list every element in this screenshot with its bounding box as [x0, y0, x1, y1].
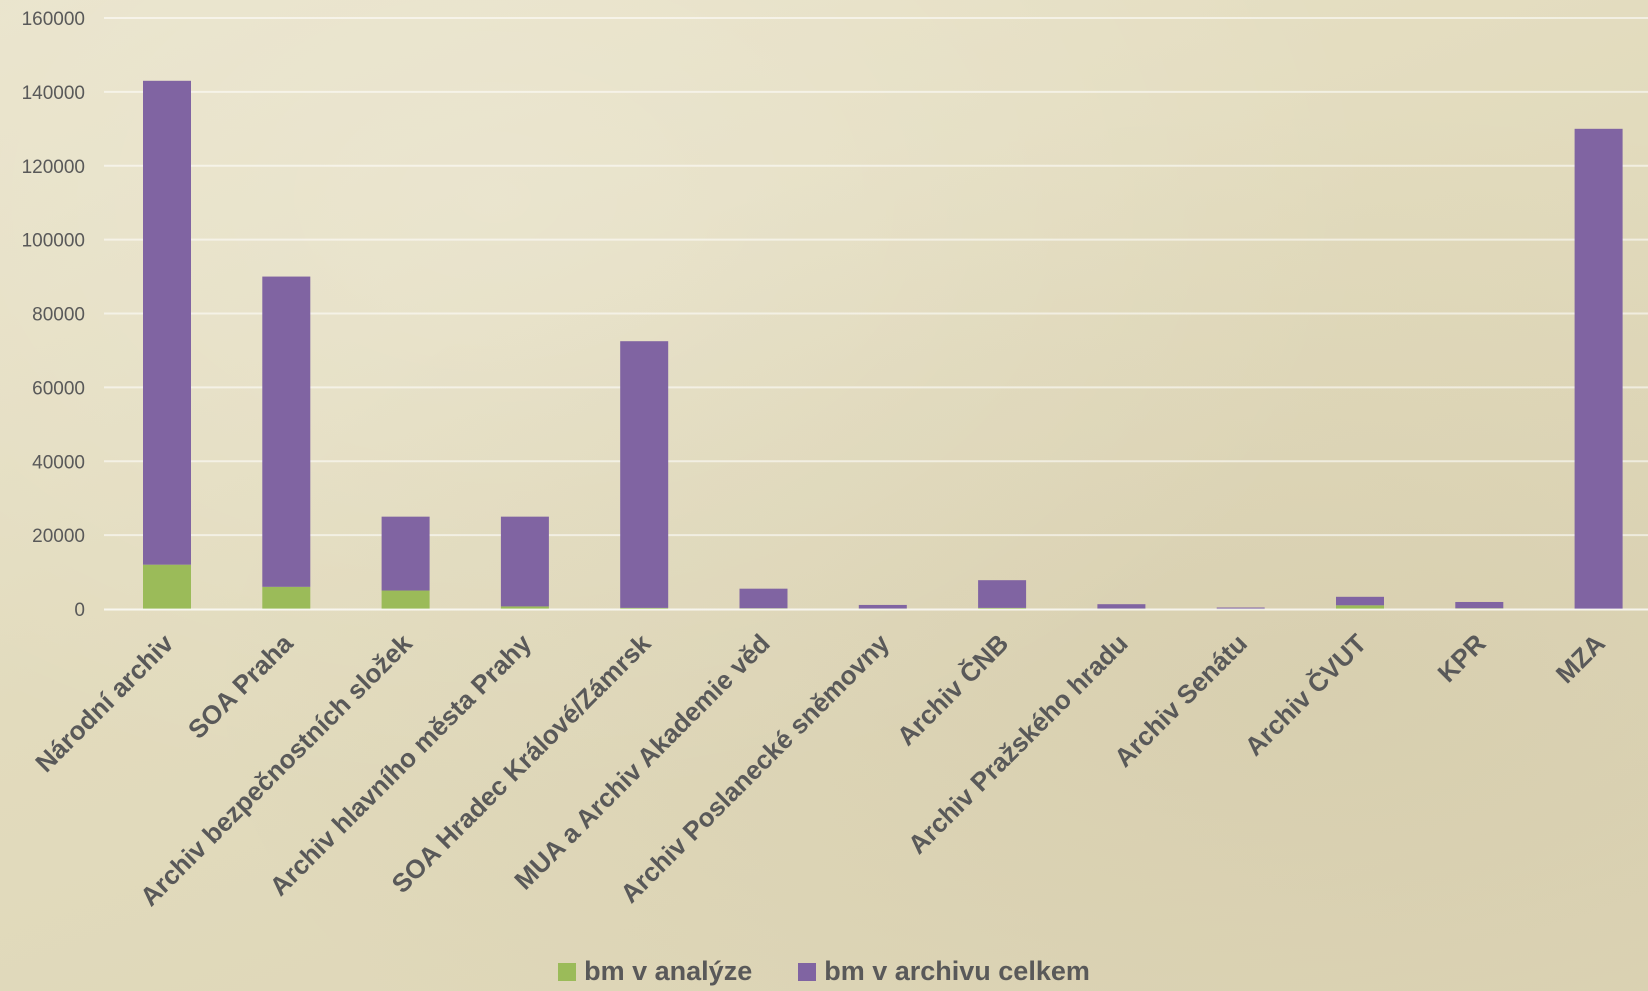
x-category-label: Archiv ČNB	[891, 628, 1014, 751]
y-tick-label: 0	[74, 600, 85, 621]
x-category-label: Archiv hlavního města Prahy	[264, 628, 538, 902]
bar-segment-analysis	[143, 564, 191, 609]
bar-segment-total	[858, 604, 907, 609]
bar-segment-analysis	[262, 586, 311, 609]
bar-segment-total	[739, 588, 788, 609]
legend-label-total: bm v archivu celkem	[824, 956, 1090, 986]
bar-segment-total	[143, 80, 191, 565]
x-category-label: SOA Hradec Králové/Zámrsk	[386, 628, 657, 899]
bar-segment-total	[978, 580, 1027, 608]
x-category-label: KPR	[1432, 628, 1492, 688]
y-tick-label: 80000	[32, 305, 85, 326]
x-category-label: Národní archiv	[29, 628, 179, 778]
bar-segment-total	[1216, 607, 1265, 609]
legend: bm v analýze bm v archivu celkem	[0, 956, 1648, 987]
x-category-label: SOA Praha	[182, 628, 299, 745]
y-tick-label: 20000	[32, 526, 85, 547]
x-category-label: MUA a Archiv Akademie věd	[508, 628, 775, 895]
bar-segment-analysis	[500, 606, 549, 609]
x-category-label: Archiv Pražského hradu	[902, 628, 1134, 860]
y-tick-label: 160000	[22, 9, 85, 30]
bar-segment-total	[262, 276, 311, 587]
bar-segment-analysis	[1336, 605, 1384, 609]
y-tick-label: 140000	[22, 83, 85, 104]
bar-segment-total	[500, 516, 549, 607]
x-category-label: MZA	[1550, 628, 1611, 689]
bar-segment-total	[620, 341, 669, 608]
bar-segment-total	[1336, 596, 1384, 606]
bar-segment-analysis	[381, 590, 430, 609]
legend-item-analysis: bm v analýze	[558, 956, 752, 987]
gridlines	[104, 17, 1648, 537]
y-tick-label: 100000	[22, 231, 85, 252]
y-axis-tick-labels: 0 20000 40000 60000 80000 100000 120000 140000 1…	[22, 9, 85, 621]
bar-segment-analysis	[978, 607, 1027, 609]
bar-segment-total	[1455, 601, 1504, 609]
y-tick-label: 60000	[32, 378, 85, 399]
bar-segment-total	[381, 516, 430, 591]
legend-swatch-total	[798, 962, 817, 981]
bar-segment-total	[1097, 604, 1146, 609]
x-category-label: Archiv ČVUT	[1239, 628, 1373, 762]
y-tick-label: 120000	[22, 157, 85, 178]
legend-swatch-analysis	[558, 962, 577, 981]
legend-label-analysis: bm v analýze	[584, 956, 753, 986]
bar-segment-total	[1574, 128, 1623, 609]
y-tick-label: 40000	[32, 452, 85, 473]
bar-segment-analysis	[620, 607, 669, 609]
legend-item-total: bm v archivu celkem	[798, 956, 1090, 987]
bars	[143, 80, 1623, 610]
